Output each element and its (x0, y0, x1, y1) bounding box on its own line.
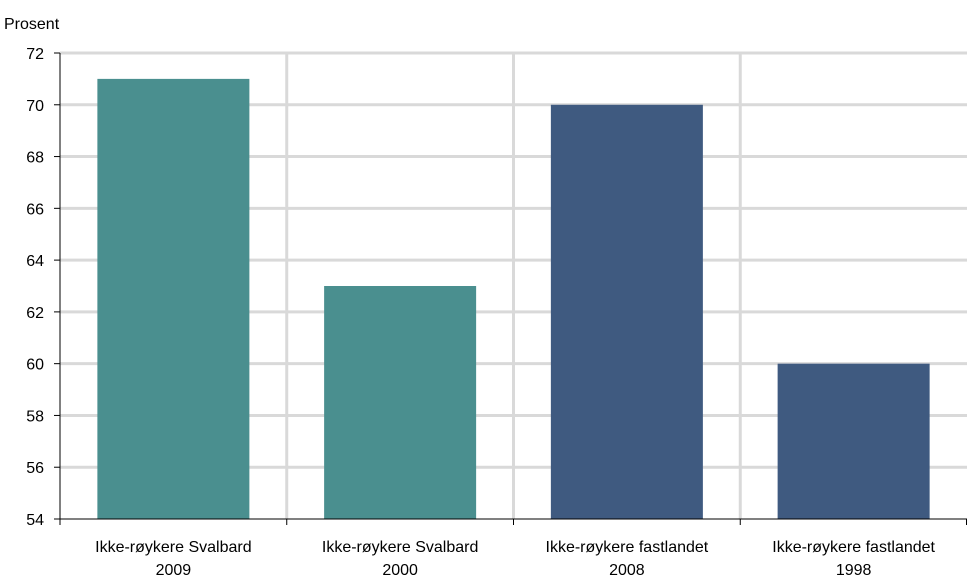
y-tick-label: 56 (26, 460, 44, 477)
y-tick-label: 62 (26, 305, 44, 322)
bar (550, 104, 703, 520)
y-tick-label: 54 (26, 512, 44, 529)
y-tick-label: 70 (26, 98, 44, 115)
y-tick-labels: 54 56 58 60 62 64 66 68 70 72 (26, 46, 44, 529)
x-category-labels: Ikke-røykere Svalbard 2009 Ikke-røykere Sv… (95, 539, 935, 577)
bar (324, 286, 477, 519)
y-tick-label: 58 (26, 408, 44, 425)
y-tick-label: 68 (26, 150, 44, 167)
y-axis-unit-label: Prosent (4, 16, 60, 33)
x-category-label: Ikke-røykere Svalbard 2009 (95, 539, 252, 577)
x-category-label: Ikke-røykere fastlandet 2008 (546, 539, 709, 577)
y-tick-label: 66 (26, 201, 44, 218)
axes (54, 52, 967, 525)
bars (97, 78, 930, 520)
bar (777, 363, 930, 519)
y-tick-label: 60 (26, 357, 44, 374)
x-category-label: Ikke-røykere Svalbard 2000 (322, 539, 479, 577)
y-tick-label: 64 (26, 253, 44, 270)
bar (97, 78, 250, 519)
x-category-label: Ikke-røykere fastlandet 1998 (772, 539, 935, 577)
y-tick-label: 72 (26, 46, 44, 63)
